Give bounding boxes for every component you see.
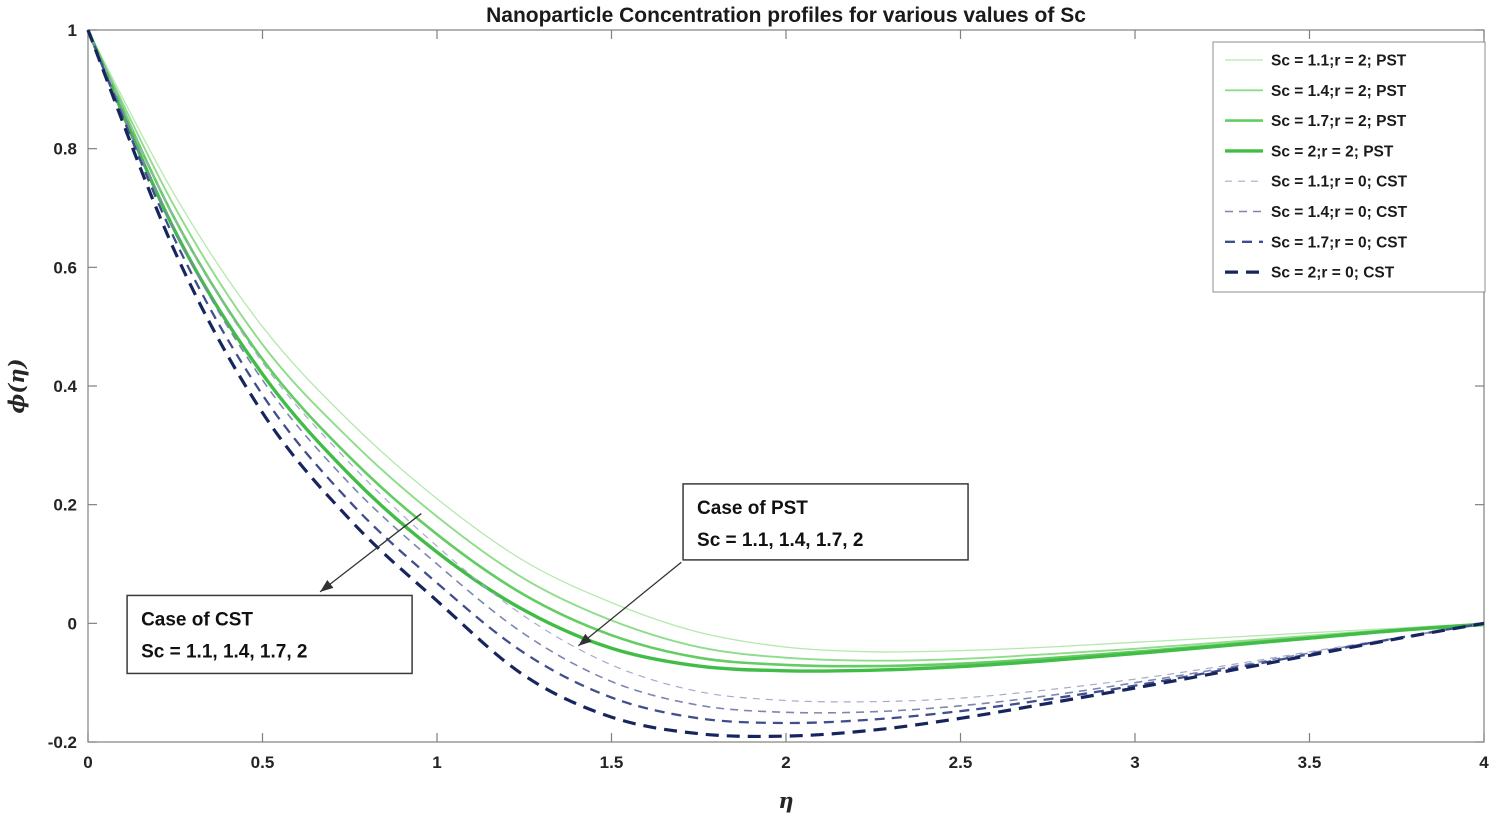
legend-entry-label: Sc = 1.7;r = 0; CST [1271,234,1408,251]
x-tick-label: 3 [1130,753,1139,772]
legend-entry-label: Sc = 2;r = 2; PST [1271,143,1394,160]
y-tick-label: 0.2 [53,496,77,515]
plot-area: 0 0.5 1 1.5 2 2.5 3 3.5 4 -0.2 0 0.2 0.4 0.6 0.8 1 [48,21,1490,772]
y-tick-label: 0.4 [53,377,77,396]
legend-box [1212,41,1486,293]
series-curve [87,29,1485,662]
x-tick-label: 2.5 [949,753,973,772]
legend: Sc = 1.1;r = 2; PST Sc = 1.4;r = 2; PST Sc… [1212,41,1486,293]
series-curve [87,29,1485,703]
legend-entry-label: Sc = 1.1;r = 0; CST [1271,174,1408,191]
annotation-box [682,483,969,561]
x-tick-label: 0.5 [251,753,275,772]
y-tick-label: 0.8 [53,140,77,159]
legend-entry-label: Sc = 1.7;r = 2; PST [1271,113,1407,130]
series-curve [86,29,1485,725]
annotation-layer: Case of PST Sc = 1.1, 1.4, 1.7, 2 Case of … [126,483,969,675]
legend-entry-label: Sc = 1.4;r = 2; PST [1271,83,1407,100]
x-tick-label: 1.5 [600,753,624,772]
x-tick-label: 3.5 [1298,753,1322,772]
y-tick-label: 0.6 [53,258,77,277]
annotation-arrow [319,513,422,593]
x-tick-label: 4 [1479,753,1489,772]
annotation-text: Case of CST [141,609,253,630]
chart-title: Nanoparticle Concentration profiles for … [486,4,1086,27]
y-tick-label: -0.2 [48,733,77,752]
x-tick-label: 0 [83,753,92,772]
legend-entry-label: Sc = 1.1;r = 2; PST [1271,53,1407,70]
arrowhead [578,633,592,646]
series-layer [86,29,1485,739]
series-curve [87,29,1485,653]
y-tick-label: 1 [68,21,77,40]
annotation-text: Sc = 1.1, 1.4, 1.7, 2 [697,530,863,551]
y-tick-label: 0 [68,614,77,633]
x-tick-label: 2 [781,753,790,772]
legend-entry-label: Sc = 2;r = 0; CST [1271,265,1395,282]
annotation-text: Sc = 1.1, 1.4, 1.7, 2 [141,641,307,662]
x-axis-label: η [778,788,793,813]
annotation-arrow [577,561,682,647]
annotation-box [126,594,413,675]
x-tick-label: 1 [432,753,441,772]
series-curve [86,29,1485,673]
series-curve [86,29,1485,739]
arrowhead [320,580,334,592]
legend-entry-label: Sc = 1.4;r = 0; CST [1271,204,1408,221]
annotation-text: Case of PST [697,498,808,519]
y-axis-label: ϕ(η) [4,359,29,414]
series-curve [87,29,1485,714]
